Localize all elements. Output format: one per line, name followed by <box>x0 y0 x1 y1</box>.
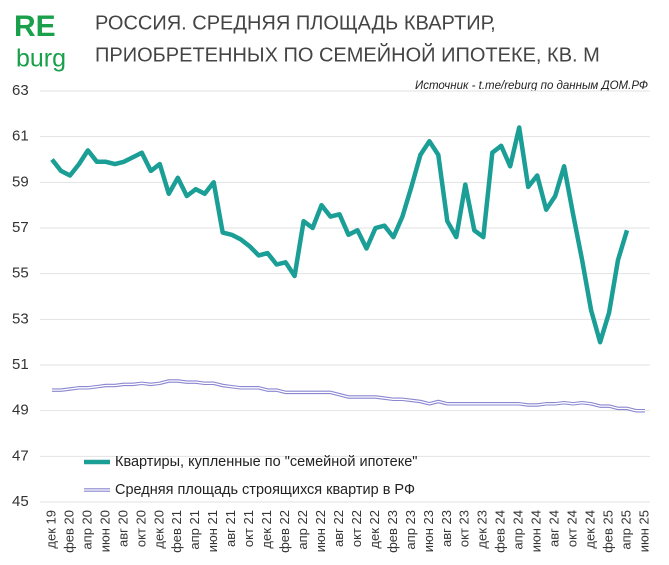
x-tick-label: авг 21 <box>223 510 238 547</box>
x-tick-label: дек 19 <box>43 510 58 549</box>
y-tick-label: 59 <box>12 173 29 190</box>
x-tick-label: окт 23 <box>457 510 472 547</box>
x-tick-label: окт 24 <box>565 510 580 547</box>
x-tick-label: дек 21 <box>259 510 274 549</box>
x-tick-label: авг 20 <box>115 510 130 547</box>
x-tick-label: фев 24 <box>493 510 508 553</box>
logo-bottom: burg <box>16 45 66 73</box>
y-tick-label: 49 <box>12 402 29 419</box>
x-tick-label: фев 20 <box>61 510 76 553</box>
x-tick-label: дек 20 <box>151 510 166 549</box>
subtitle: Источник - t.me/reburg по данным ДОМ.РФ <box>415 80 648 92</box>
line-inner <box>52 380 645 412</box>
line <box>50 125 630 345</box>
chart-title: ПРИОБРЕТЕННЫХ ПО СЕМЕЙНОЙ ИПОТЕКЕ, КВ. М <box>95 42 600 66</box>
y-tick-label: 47 <box>12 447 29 464</box>
x-tick-label: дек 22 <box>367 510 382 549</box>
x-tick-label: апр 25 <box>618 510 633 550</box>
x-tick-label: фев 23 <box>385 510 400 553</box>
y-tick-label: 51 <box>12 356 29 373</box>
y-tick-label: 61 <box>12 128 29 145</box>
x-tick-label: авг 24 <box>547 510 562 547</box>
x-tick-label: июн 24 <box>529 510 544 552</box>
x-tick-label: фев 21 <box>169 510 184 553</box>
x-tick-label: окт 21 <box>241 510 256 547</box>
x-tick-label: июн 21 <box>205 510 220 552</box>
legend-label: Средняя площадь строящихся квартир в РФ <box>115 482 415 498</box>
x-tick-label: июн 22 <box>313 510 328 552</box>
x-tick-label: дек 24 <box>583 510 598 549</box>
x-tick-label: фев 22 <box>277 510 292 553</box>
y-tick-label: 55 <box>12 265 29 282</box>
y-tick-label: 57 <box>12 219 29 236</box>
line <box>52 379 645 413</box>
x-tick-label: апр 22 <box>295 510 310 550</box>
x-tick-label: апр 20 <box>79 510 94 550</box>
y-tick-label: 63 <box>12 82 29 99</box>
chart-title: РОССИЯ. СРЕДНЯЯ ПЛОЩАДЬ КВАРТИР, <box>95 12 496 34</box>
x-tick-label: авг 23 <box>439 510 454 547</box>
x-tick-label: апр 23 <box>403 510 418 550</box>
x-tick-label: авг 22 <box>331 510 346 547</box>
x-tick-label: окт 22 <box>349 510 364 547</box>
x-tick-label: дек 23 <box>475 510 490 549</box>
y-tick-label: 45 <box>12 493 29 510</box>
x-tick-label: июн 23 <box>421 510 436 552</box>
x-tick-label: фев 25 <box>600 510 615 553</box>
x-tick-label: апр 21 <box>187 510 202 550</box>
y-tick-label: 53 <box>12 310 29 327</box>
legend-label: Квартиры, купленные по "семейной ипотеке… <box>115 454 417 470</box>
x-tick-label: апр 24 <box>511 510 526 550</box>
x-tick-label: окт 20 <box>133 510 148 547</box>
logo-top: RE <box>14 10 56 43</box>
x-tick-label: июн 20 <box>97 510 112 552</box>
x-tick-label: июн 25 <box>636 510 651 552</box>
